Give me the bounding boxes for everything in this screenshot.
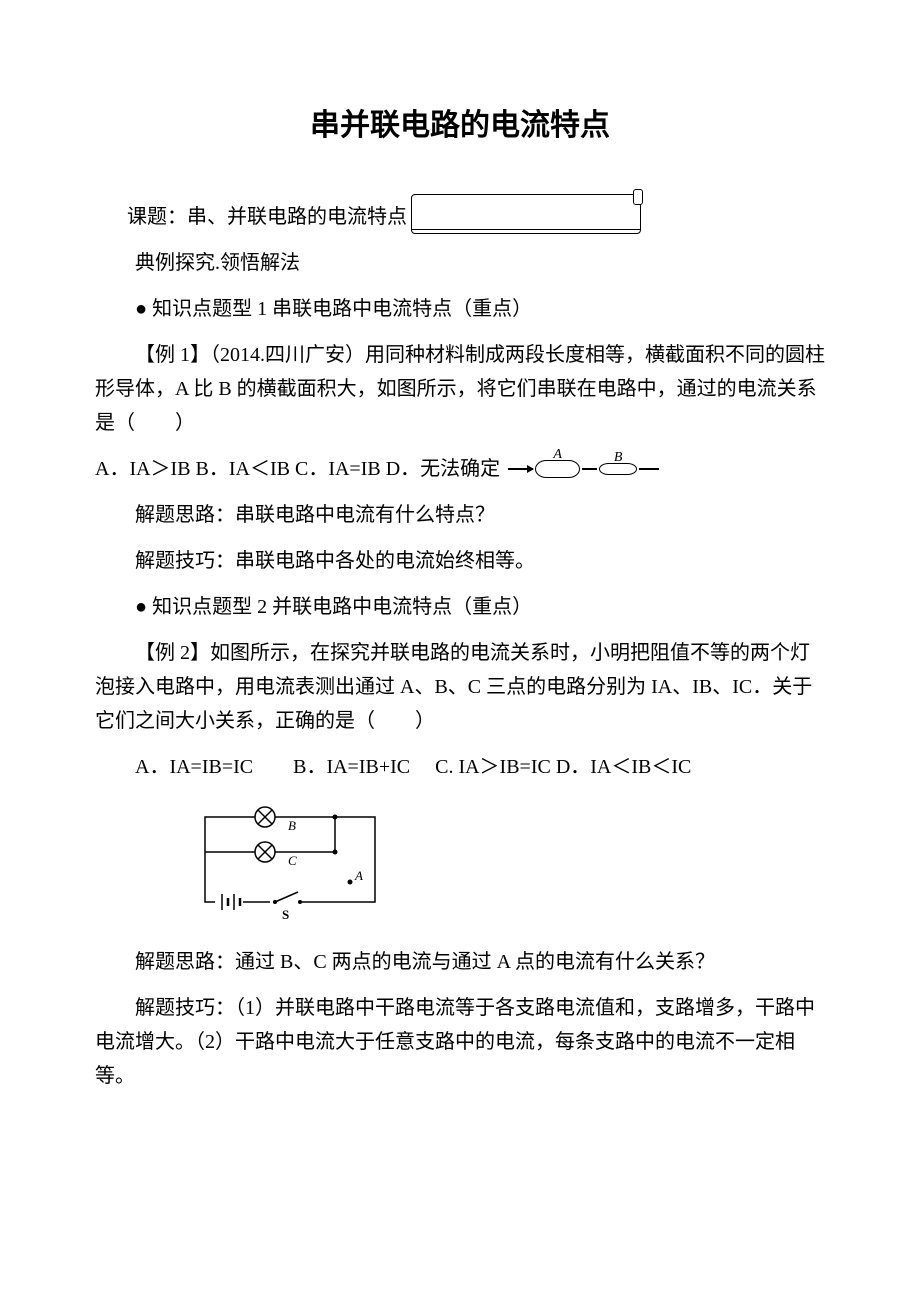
- cylinder-b: B: [599, 463, 637, 475]
- example2-thought: 解题思路：通过 B、C 两点的电流与通过 A 点的电流有什么关系？: [95, 945, 825, 979]
- example1-options-row: A．IA＞IB B．IA＜IB C．IA=IB D．无法确定 A B: [95, 452, 825, 486]
- switch-s-label: S: [282, 907, 289, 922]
- node-c-label: C: [288, 853, 297, 868]
- wire-end-icon: [639, 468, 659, 470]
- node-b-label: B: [288, 818, 296, 833]
- page-title: 串并联电路的电流特点: [95, 100, 825, 144]
- example2-options: A．IA=IB=IC B．IA=IB+IC C. IA＞IB=IC D．IA＜I…: [95, 750, 825, 784]
- example1-text: 【例 1】（2014.四川广安）用同种材料制成两段长度相等，横截面积不同的圆柱形…: [95, 338, 825, 440]
- cylinder-a: A: [535, 460, 580, 478]
- kp1-heading: ● 知识点题型 1 串联电路中电流特点（重点）: [95, 292, 825, 326]
- cylinder-b-label: B: [614, 446, 623, 470]
- example2-tip: 解题技巧：（1）并联电路中干路电流等于各支路电流值和，支路增多，干路中电流增大。…: [95, 991, 825, 1093]
- node-a-label: A: [354, 868, 363, 883]
- example2-text: 【例 2】如图所示，在探究并联电路的电流关系时，小明把阻值不等的两个灯泡接入电路…: [95, 636, 825, 738]
- wire-icon: [582, 468, 597, 470]
- lesson-line: 课题：串、并联电路的电流特点: [95, 194, 825, 234]
- cylinder-a-label: A: [553, 443, 562, 467]
- arrow-icon: [508, 468, 533, 470]
- parallel-circuit-diagram: B C A S: [190, 802, 825, 927]
- section-examples: 典例探究.领悟解法: [95, 246, 825, 280]
- ab-cylinder-diagram: A B: [508, 460, 659, 478]
- scroll-banner-icon: [411, 194, 641, 234]
- example1-tip: 解题技巧：串联电路中各处的电流始终相等。: [95, 544, 825, 578]
- lesson-label: 课题：串、并联电路的电流特点: [95, 200, 407, 229]
- example1-options: A．IA＞IB B．IA＜IB C．IA=IB D．无法确定: [95, 452, 500, 486]
- kp2-heading: ● 知识点题型 2 并联电路中电流特点（重点）: [95, 590, 825, 624]
- example1-thought: 解题思路：串联电路中电流有什么特点？: [95, 498, 825, 532]
